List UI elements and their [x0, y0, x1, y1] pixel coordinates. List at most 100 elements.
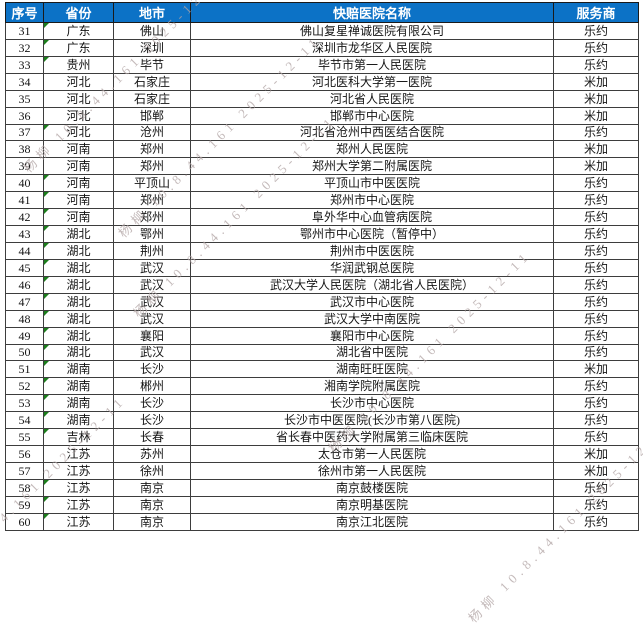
cell-serial[interactable]: 50: [5, 343, 44, 362]
cell-city[interactable]: 武汉: [113, 292, 191, 311]
cell-city[interactable]: 沧州: [113, 123, 191, 142]
cell-province[interactable]: 贵州: [43, 55, 114, 74]
cell-hospital[interactable]: 荆州市中医医院: [190, 241, 554, 260]
cell-hospital[interactable]: 长沙市中医医院(长沙市第八医院): [190, 411, 554, 430]
cell-hospital[interactable]: 省长春中医药大学附属第三临床医院: [190, 428, 554, 447]
cell-hospital[interactable]: 深圳市龙华区人民医院: [190, 38, 554, 57]
cell-provider[interactable]: 乐约: [553, 225, 639, 243]
cell-city[interactable]: 深圳: [113, 38, 191, 57]
cell-hospital[interactable]: 长沙市中心医院: [190, 394, 554, 413]
cell-provider[interactable]: 乐约: [553, 428, 639, 447]
cell-province[interactable]: 广东: [43, 38, 114, 57]
cell-hospital[interactable]: 南京明基医院: [190, 495, 554, 514]
cell-province[interactable]: 吉林: [43, 428, 114, 447]
cell-serial[interactable]: 60: [5, 512, 44, 532]
cell-province[interactable]: 江苏: [43, 495, 114, 514]
cell-province[interactable]: 湖北: [43, 225, 114, 243]
cell-province[interactable]: 河北: [43, 106, 114, 125]
cell-provider[interactable]: 乐约: [553, 411, 639, 430]
cell-serial[interactable]: 47: [5, 292, 44, 311]
cell-serial[interactable]: 56: [5, 445, 44, 463]
cell-city[interactable]: 苏州: [113, 445, 191, 463]
header-cell-city[interactable]: 地市: [113, 2, 191, 23]
cell-provider[interactable]: 乐约: [553, 241, 639, 260]
cell-city[interactable]: 郴州: [113, 377, 191, 396]
cell-hospital[interactable]: 河北省人民医院: [190, 89, 554, 108]
cell-hospital[interactable]: 湖南旺旺医院: [190, 360, 554, 379]
cell-provider[interactable]: 乐约: [553, 478, 639, 497]
cell-city[interactable]: 武汉: [113, 258, 191, 277]
cell-serial[interactable]: 42: [5, 208, 44, 227]
cell-hospital[interactable]: 郑州人民医院: [190, 140, 554, 159]
cell-city[interactable]: 襄阳: [113, 326, 191, 345]
cell-hospital[interactable]: 武汉大学人民医院（湖北省人民医院）: [190, 275, 554, 294]
cell-serial[interactable]: 58: [5, 478, 44, 497]
cell-province[interactable]: 湖南: [43, 360, 114, 379]
cell-city[interactable]: 鄂州: [113, 225, 191, 243]
cell-hospital[interactable]: 南京鼓楼医院: [190, 478, 554, 497]
cell-city[interactable]: 徐州: [113, 461, 191, 480]
cell-hospital[interactable]: 河北省沧州中西医结合医院: [190, 123, 554, 142]
cell-province[interactable]: 湖南: [43, 394, 114, 413]
cell-province[interactable]: 江苏: [43, 461, 114, 480]
cell-serial[interactable]: 38: [5, 140, 44, 159]
cell-serial[interactable]: 40: [5, 174, 44, 193]
cell-provider[interactable]: 乐约: [553, 275, 639, 294]
cell-provider[interactable]: 乐约: [553, 38, 639, 57]
cell-city[interactable]: 郑州: [113, 191, 191, 210]
cell-city[interactable]: 长沙: [113, 394, 191, 413]
cell-provider[interactable]: 米加: [553, 461, 639, 480]
cell-serial[interactable]: 44: [5, 241, 44, 260]
cell-province[interactable]: 湖北: [43, 241, 114, 260]
header-cell-province[interactable]: 省份: [43, 2, 114, 23]
cell-serial[interactable]: 54: [5, 411, 44, 430]
cell-hospital[interactable]: 徐州市第一人民医院: [190, 461, 554, 480]
cell-province[interactable]: 河南: [43, 157, 114, 176]
cell-serial[interactable]: 45: [5, 258, 44, 277]
cell-city[interactable]: 荆州: [113, 241, 191, 260]
cell-serial[interactable]: 52: [5, 377, 44, 396]
cell-province[interactable]: 湖南: [43, 411, 114, 430]
cell-city[interactable]: 平顶山: [113, 174, 191, 193]
cell-provider[interactable]: 乐约: [553, 377, 639, 396]
header-cell-hospital[interactable]: 快赔医院名称: [190, 2, 554, 23]
cell-provider[interactable]: 乐约: [553, 292, 639, 311]
cell-serial[interactable]: 39: [5, 157, 44, 176]
cell-provider[interactable]: 米加: [553, 72, 639, 91]
cell-city[interactable]: 长沙: [113, 411, 191, 430]
cell-province[interactable]: 湖北: [43, 309, 114, 328]
cell-serial[interactable]: 53: [5, 394, 44, 413]
cell-serial[interactable]: 35: [5, 89, 44, 108]
cell-province[interactable]: 江苏: [43, 512, 114, 532]
cell-provider[interactable]: 乐约: [553, 208, 639, 227]
cell-serial[interactable]: 55: [5, 428, 44, 447]
header-cell-provider[interactable]: 服务商: [553, 2, 639, 23]
cell-serial[interactable]: 49: [5, 326, 44, 345]
cell-hospital[interactable]: 郑州市中心医院: [190, 191, 554, 210]
cell-hospital[interactable]: 河北医科大学第一医院: [190, 72, 554, 91]
cell-hospital[interactable]: 湖北省中医院: [190, 343, 554, 362]
cell-hospital[interactable]: 鄂州市中心医院（暂停中）: [190, 225, 554, 243]
cell-serial[interactable]: 41: [5, 191, 44, 210]
cell-city[interactable]: 邯郸: [113, 106, 191, 125]
cell-hospital[interactable]: 平顶山市中医医院: [190, 174, 554, 193]
cell-province[interactable]: 江苏: [43, 445, 114, 463]
cell-serial[interactable]: 32: [5, 38, 44, 57]
cell-hospital[interactable]: 湘南学院附属医院: [190, 377, 554, 396]
cell-provider[interactable]: 乐约: [553, 512, 639, 532]
cell-province[interactable]: 湖北: [43, 326, 114, 345]
cell-province[interactable]: 河北: [43, 123, 114, 142]
cell-city[interactable]: 石家庄: [113, 72, 191, 91]
cell-province[interactable]: 湖北: [43, 292, 114, 311]
cell-serial[interactable]: 57: [5, 461, 44, 480]
cell-provider[interactable]: 乐约: [553, 309, 639, 328]
cell-province[interactable]: 湖北: [43, 343, 114, 362]
cell-provider[interactable]: 米加: [553, 140, 639, 159]
cell-serial[interactable]: 36: [5, 106, 44, 125]
cell-city[interactable]: 武汉: [113, 343, 191, 362]
cell-city[interactable]: 佛山: [113, 22, 191, 40]
cell-provider[interactable]: 乐约: [553, 326, 639, 345]
cell-serial[interactable]: 59: [5, 495, 44, 514]
cell-serial[interactable]: 33: [5, 55, 44, 74]
cell-province[interactable]: 广东: [43, 22, 114, 40]
